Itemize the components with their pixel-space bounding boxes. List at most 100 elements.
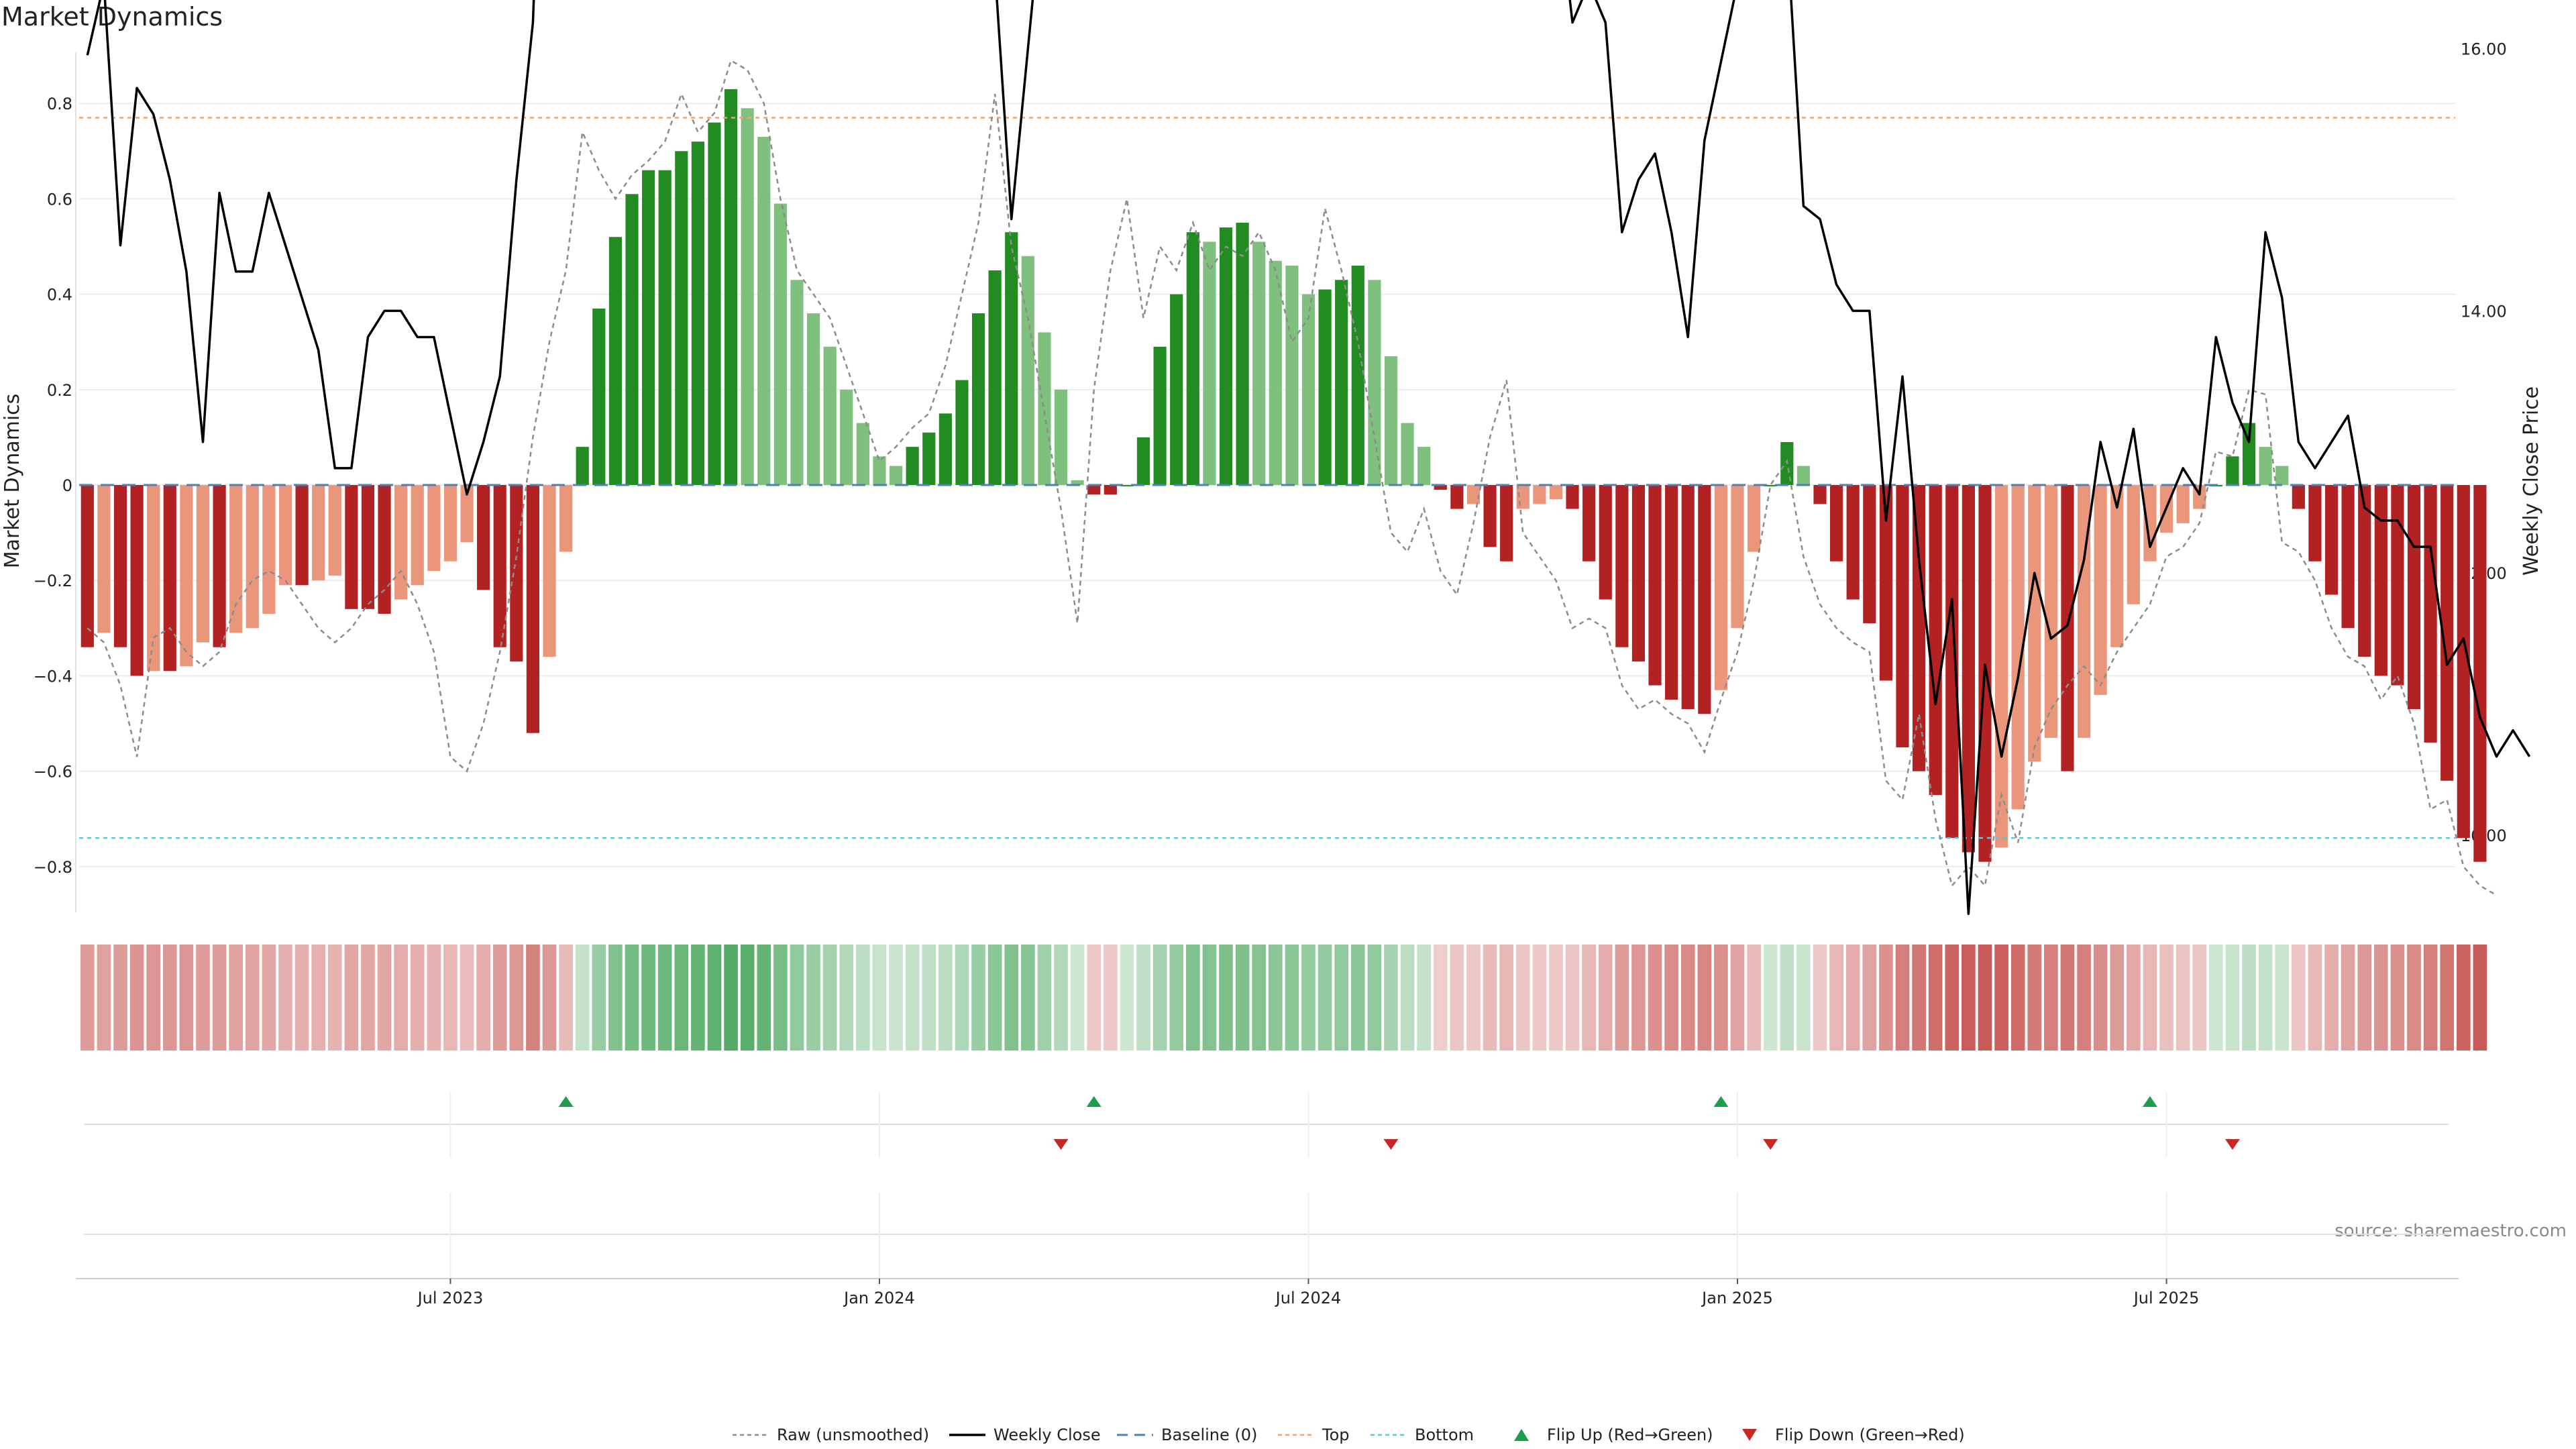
dynamics-bar xyxy=(80,485,94,647)
dynamics-bar xyxy=(493,485,506,647)
heat-cell xyxy=(294,945,309,1051)
heat-cell xyxy=(1087,945,1102,1051)
dynamics-bar xyxy=(1120,485,1134,486)
heat-cell xyxy=(2077,945,2091,1051)
dynamics-bar xyxy=(840,389,853,485)
dynamics-bar xyxy=(1698,485,1711,714)
dynamics-bar xyxy=(757,136,771,486)
heat-cell xyxy=(806,945,820,1051)
heat-cell xyxy=(657,945,672,1051)
heat-cell xyxy=(526,945,540,1051)
heat-cell xyxy=(674,945,689,1051)
dynamics-bar xyxy=(2061,485,2074,771)
dynamics-bar xyxy=(773,203,787,485)
heat-cell xyxy=(1417,945,1432,1051)
heat-cell xyxy=(2324,945,2339,1051)
heat-cell xyxy=(2127,945,2141,1051)
heat-cell xyxy=(492,945,507,1051)
dynamics-bar xyxy=(1566,485,1579,509)
dynamics-bar xyxy=(2473,485,2487,862)
heat-cell xyxy=(773,945,788,1051)
heat-cell xyxy=(1037,945,1052,1051)
heat-cell xyxy=(1483,945,1497,1051)
source-credit: source: sharemaestro.com xyxy=(2334,1221,2567,1241)
dynamics-bar xyxy=(180,485,193,667)
heat-cell xyxy=(1598,945,1613,1051)
dynamics-bar xyxy=(1681,485,1695,710)
heat-cell xyxy=(592,945,606,1051)
dynamics-bar xyxy=(1631,485,1646,662)
heat-cell xyxy=(938,945,953,1051)
dynamics-bar xyxy=(1269,260,1282,485)
dynamics-bar xyxy=(526,485,540,733)
dynamics-bar xyxy=(938,413,952,485)
legend-label: Top xyxy=(1322,1426,1350,1444)
y2-tick-label: 14.00 xyxy=(2461,302,2507,321)
dynamics-bar xyxy=(1994,485,2008,848)
legend-label: Bottom xyxy=(1415,1426,1474,1444)
dynamics-bar xyxy=(1764,485,1777,486)
dynamics-bar xyxy=(1186,232,1199,485)
dynamics-bar xyxy=(559,485,573,552)
y-tick-label: −0.2 xyxy=(34,572,72,590)
heat-cell xyxy=(1318,945,1332,1051)
heat-cell xyxy=(1384,945,1398,1051)
heat-cell xyxy=(2225,945,2240,1051)
dynamics-bar xyxy=(691,142,704,485)
dynamics-bar xyxy=(2292,485,2305,509)
heat-cell xyxy=(196,945,210,1051)
heat-cell xyxy=(129,945,144,1051)
legend-label: Weekly Close xyxy=(994,1426,1101,1444)
dynamics-bar xyxy=(2407,485,2421,710)
heat-cell xyxy=(1631,945,1646,1051)
dynamics-bar xyxy=(1748,485,1761,552)
dynamics-bar xyxy=(2127,485,2140,604)
heat-cell xyxy=(1515,945,1530,1051)
heat-cell xyxy=(311,945,325,1051)
flip-up-marker xyxy=(1713,1096,1729,1107)
dynamics-bar xyxy=(345,485,358,609)
heat-cell xyxy=(2060,945,2075,1051)
heat-cell xyxy=(229,945,244,1051)
dynamics-bar xyxy=(411,485,424,586)
heat-cell xyxy=(443,945,458,1051)
x-tick-label: Jan 2024 xyxy=(843,1289,915,1307)
dynamics-bar xyxy=(2028,485,2041,762)
legend-label: Flip Down (Green→Red) xyxy=(1775,1426,1965,1444)
dynamics-bar xyxy=(2440,485,2454,781)
heat-cell xyxy=(1185,945,1200,1051)
heat-cell xyxy=(1268,945,1283,1051)
heat-cell xyxy=(146,945,161,1051)
heat-cell xyxy=(2159,945,2174,1051)
dynamics-bar xyxy=(1549,485,1563,500)
dynamics-bar xyxy=(1153,346,1167,485)
heat-cell xyxy=(97,945,111,1051)
dynamics-bar xyxy=(2275,466,2289,485)
dynamics-bar xyxy=(295,485,309,586)
dynamics-bar xyxy=(1962,485,1975,853)
dynamics-bar xyxy=(1879,485,1892,681)
dynamics-bar xyxy=(1071,480,1084,485)
heat-cell xyxy=(2440,945,2455,1051)
dynamics-bar xyxy=(741,108,754,485)
heat-cell xyxy=(1350,945,1365,1051)
dynamics-bar xyxy=(1054,389,1068,485)
dynamics-bar xyxy=(2308,485,2322,561)
dynamics-bar xyxy=(278,485,292,586)
heat-cell xyxy=(394,945,408,1051)
heat-cell xyxy=(113,945,127,1051)
heat-cell xyxy=(1912,945,1926,1051)
heat-cell xyxy=(822,945,837,1051)
dynamics-bar xyxy=(1021,256,1034,485)
dynamics-bar xyxy=(1318,289,1332,485)
heat-cell xyxy=(1845,945,1860,1051)
dynamics-bar xyxy=(394,485,408,600)
dynamics-bar xyxy=(708,122,721,485)
heat-cell xyxy=(2010,945,2025,1051)
dynamics-bar xyxy=(460,485,474,543)
dynamics-bar xyxy=(856,423,869,485)
heat-cell xyxy=(212,945,227,1051)
heat-cell xyxy=(1582,945,1596,1051)
dynamics-bar xyxy=(113,485,127,647)
